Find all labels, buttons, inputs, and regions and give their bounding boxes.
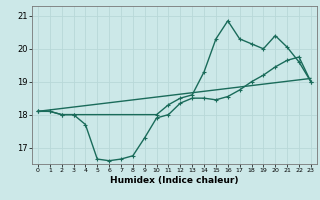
X-axis label: Humidex (Indice chaleur): Humidex (Indice chaleur): [110, 176, 239, 185]
